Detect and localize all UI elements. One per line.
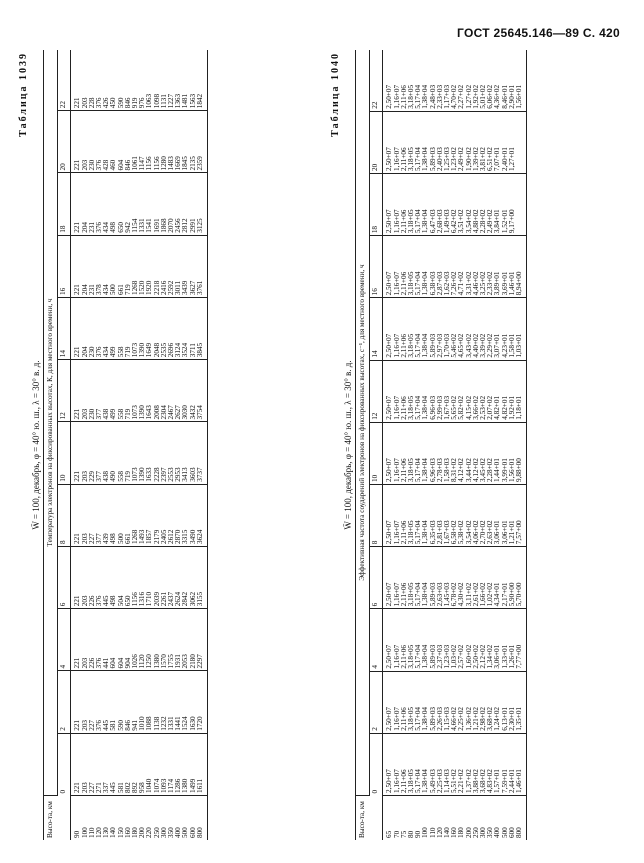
time-header: 10	[58, 422, 71, 484]
height-cell: 65	[383, 796, 394, 841]
time-header: 8	[370, 484, 383, 546]
time-header: 2	[370, 671, 383, 733]
time-header: 18	[58, 173, 71, 235]
table-1039-block: Таблица 1039 W̄ = 100, декабрь, φ = 40° …	[18, 50, 208, 840]
value-cell: 8,94+00	[516, 236, 527, 298]
value-cell: 1611	[197, 733, 208, 795]
table-caption: Таблица 1040	[330, 50, 341, 840]
page-header: ГОСТ 25645.146—89 С. 420	[457, 26, 620, 40]
time-header: 2	[58, 671, 71, 733]
value-cell: 3624	[197, 484, 208, 546]
value-cell: 2,50+07	[383, 422, 394, 484]
value-cell: 1,56+01	[516, 50, 527, 111]
value-cell: 3155	[197, 547, 208, 609]
time-header: 14	[370, 298, 383, 360]
height-header: Высо-та, км	[44, 796, 71, 841]
value-cell: 3737	[197, 422, 208, 484]
value-cell: 2359	[197, 111, 208, 173]
value-cell: 3845	[197, 298, 208, 360]
time-header: 6	[58, 547, 71, 609]
value-cell: 2,50+07	[383, 484, 394, 546]
value-cell: 2,50+07	[383, 111, 394, 173]
time-header: 20	[370, 111, 383, 173]
height-header: Высо-та, км	[356, 796, 383, 841]
value-cell: 3754	[197, 360, 208, 422]
table-row: 90 221 221 221 221 221 221 221 221 221 221 221 221	[71, 50, 82, 840]
time-header: 10	[370, 422, 383, 484]
value-cell: 2,50+07	[383, 173, 394, 235]
time-header: 14	[58, 298, 71, 360]
time-header: 12	[58, 360, 71, 422]
value-cell: 221	[71, 422, 82, 484]
value-cell: 1,18+01	[516, 360, 527, 422]
value-cell: 1720	[197, 671, 208, 733]
time-header: 16	[370, 236, 383, 298]
time-header: 12	[370, 360, 383, 422]
time-header: 22	[58, 50, 71, 111]
table-row: 65 2,50+07 2,50+07 2,50+07 2,50+07 2,50+07 2,5…	[383, 50, 394, 840]
value-cell: 5,70+00	[516, 547, 527, 609]
data-table: Высо-та, км Температура электронов на фи…	[43, 50, 208, 840]
table-row: 800 1611 1720 2297 3155 3624 3737 3754 3845 3761 3…	[197, 50, 208, 840]
time-header: 0	[370, 733, 383, 795]
table-title: W̄ = 100, декабрь, φ = 40° ю. ш., λ = 30…	[31, 50, 41, 840]
time-header: 20	[58, 111, 71, 173]
value-cell: 221	[71, 298, 82, 360]
value-cell: 221	[71, 235, 82, 297]
value-cell	[516, 173, 527, 235]
value-cell: 1,35+01	[516, 671, 527, 733]
time-header: 22	[370, 50, 383, 111]
value-cell: 7,57+00	[516, 484, 527, 546]
value-cell: 1,27+01	[509, 111, 516, 173]
value-cell: 1,46+01	[516, 733, 527, 795]
value-cell: 2,50+07	[383, 236, 394, 298]
table-title: W̄ = 100, декабрь, φ = 40° ю. ш., λ = 30…	[343, 50, 353, 840]
value-cell: 221	[71, 50, 82, 111]
value-cell: 2,50+07	[383, 298, 394, 360]
value-cell: 221	[71, 547, 82, 609]
value-cell: 3125	[197, 173, 208, 235]
value-cell: 2,50+07	[383, 671, 394, 733]
value-cell: 1842	[197, 50, 208, 111]
value-cell: 9,88+00	[516, 422, 527, 484]
value-cell: 221	[71, 733, 82, 795]
data-table: Высо-та, км Эффективная частота соударен…	[355, 50, 527, 840]
time-header: 4	[58, 609, 71, 671]
value-cell: 221	[71, 360, 82, 422]
time-header: 18	[370, 173, 383, 235]
value-cell: 221	[71, 484, 82, 546]
value-cell: 3761	[197, 235, 208, 297]
time-header: 0	[58, 733, 71, 795]
value-cell: 2,50+07	[383, 360, 394, 422]
value-cell: 1,03+01	[516, 298, 527, 360]
height-cell: 800	[197, 796, 208, 841]
time-header: 4	[370, 609, 383, 671]
table-caption: Таблица 1039	[18, 50, 29, 840]
value-cell	[516, 111, 527, 173]
value-cell: 2,50+07	[383, 733, 394, 795]
value-cell: 2,50+07	[383, 547, 394, 609]
span-header: Температура электронов на фиксированных …	[44, 50, 58, 796]
value-cell: 7,77+00	[516, 609, 527, 671]
value-cell: 221	[71, 111, 82, 173]
span-header: Эффективная частота соударений электроно…	[356, 50, 370, 796]
value-cell: 221	[71, 671, 82, 733]
value-cell: 2,50+07	[383, 50, 394, 111]
table-row: 800 1,46+01 1,35+01 7,77+00 5,70+00 7,57+00 9,…	[516, 50, 527, 840]
value-cell: 2297	[197, 609, 208, 671]
value-cell: 221	[71, 173, 82, 235]
table-1040-block: Таблица 1040 W̄ = 100, декабрь, φ = 40° …	[330, 50, 527, 840]
value-cell: 9,17+00	[509, 173, 516, 235]
time-header: 6	[370, 547, 383, 609]
height-cell: 90	[71, 796, 82, 841]
height-cell: 800	[516, 796, 527, 841]
value-cell: 221	[71, 609, 82, 671]
value-cell: 2,50+07	[383, 609, 394, 671]
time-header: 8	[58, 484, 71, 546]
time-header: 16	[58, 235, 71, 297]
